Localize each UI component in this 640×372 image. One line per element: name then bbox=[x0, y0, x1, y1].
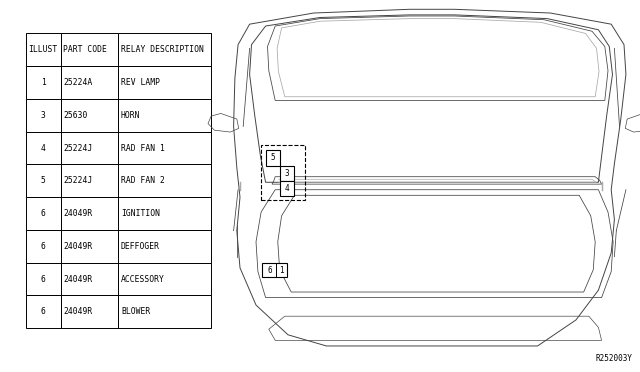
Text: PART CODE: PART CODE bbox=[63, 45, 108, 54]
Text: 1: 1 bbox=[41, 78, 45, 87]
Bar bbox=[61, 295, 118, 328]
Bar bbox=[61, 263, 118, 295]
Text: HORN: HORN bbox=[121, 111, 140, 120]
Bar bbox=[26, 66, 61, 99]
Bar bbox=[266, 150, 280, 166]
Text: ACCESSORY: ACCESSORY bbox=[121, 275, 165, 283]
Text: 6: 6 bbox=[268, 266, 272, 275]
Bar bbox=[118, 132, 211, 164]
Text: ILLUST: ILLUST bbox=[28, 45, 58, 54]
Text: RELAY DESCRIPTION: RELAY DESCRIPTION bbox=[121, 45, 204, 54]
Text: 24049R: 24049R bbox=[63, 307, 93, 316]
Bar bbox=[61, 164, 118, 197]
Text: 25224J: 25224J bbox=[63, 144, 93, 153]
Text: 6: 6 bbox=[41, 275, 45, 283]
Text: 5: 5 bbox=[41, 176, 45, 185]
Text: 6: 6 bbox=[41, 307, 45, 316]
Text: 4: 4 bbox=[284, 184, 289, 193]
Text: 1: 1 bbox=[279, 266, 284, 275]
Bar bbox=[61, 230, 118, 263]
Text: 24049R: 24049R bbox=[63, 242, 93, 251]
Bar bbox=[262, 263, 287, 277]
Text: 24049R: 24049R bbox=[63, 209, 93, 218]
Text: 25224A: 25224A bbox=[63, 78, 93, 87]
Text: IGNITION: IGNITION bbox=[121, 209, 160, 218]
Bar bbox=[118, 99, 211, 132]
Text: RAD FAN 2: RAD FAN 2 bbox=[121, 176, 165, 185]
Text: 6: 6 bbox=[41, 242, 45, 251]
Text: RAD FAN 1: RAD FAN 1 bbox=[121, 144, 165, 153]
Bar bbox=[118, 263, 211, 295]
Bar bbox=[261, 145, 305, 200]
Text: DEFFOGER: DEFFOGER bbox=[121, 242, 160, 251]
Bar bbox=[280, 166, 294, 181]
Bar bbox=[118, 164, 211, 197]
Bar bbox=[26, 164, 61, 197]
Bar bbox=[26, 295, 61, 328]
Bar bbox=[26, 263, 61, 295]
Bar bbox=[280, 181, 294, 196]
Bar bbox=[26, 99, 61, 132]
Bar bbox=[118, 197, 211, 230]
Text: 5: 5 bbox=[270, 153, 275, 162]
Bar bbox=[118, 230, 211, 263]
Bar bbox=[26, 33, 61, 66]
Bar bbox=[118, 295, 211, 328]
Bar bbox=[26, 230, 61, 263]
Bar bbox=[61, 66, 118, 99]
Text: 25630: 25630 bbox=[63, 111, 88, 120]
Text: 25224J: 25224J bbox=[63, 176, 93, 185]
Text: 3: 3 bbox=[284, 169, 289, 178]
Bar bbox=[61, 99, 118, 132]
Text: 24049R: 24049R bbox=[63, 275, 93, 283]
Bar bbox=[26, 132, 61, 164]
Bar bbox=[61, 33, 118, 66]
Text: 3: 3 bbox=[41, 111, 45, 120]
Text: BLOWER: BLOWER bbox=[121, 307, 150, 316]
Bar bbox=[118, 33, 211, 66]
Bar bbox=[118, 66, 211, 99]
Text: R252003Y: R252003Y bbox=[595, 354, 632, 363]
Bar bbox=[61, 132, 118, 164]
Bar bbox=[61, 197, 118, 230]
Text: 6: 6 bbox=[41, 209, 45, 218]
Text: REV LAMP: REV LAMP bbox=[121, 78, 160, 87]
Bar bbox=[26, 197, 61, 230]
Text: 4: 4 bbox=[41, 144, 45, 153]
